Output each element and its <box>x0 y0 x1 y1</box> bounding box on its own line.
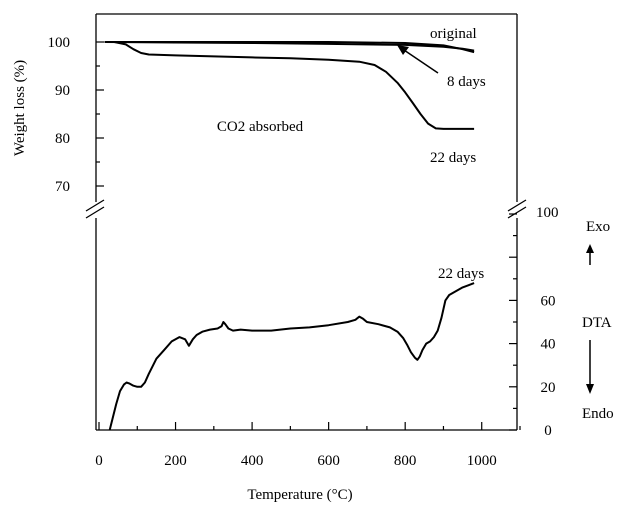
tga-y-tick-label: 70 <box>55 179 70 195</box>
dta-y-tick-label: 0 <box>544 423 552 439</box>
x-tick-label: 200 <box>164 453 187 469</box>
annotation-original: original <box>430 26 477 42</box>
axis-break-right-2 <box>507 206 527 219</box>
x-tick-label: 1000 <box>467 453 497 469</box>
tga-series-8-days <box>104 41 475 52</box>
tga-y-tick-label: 90 <box>55 83 70 99</box>
right-tick-100: 100 <box>536 205 559 221</box>
dta-y-tick-label: 20 <box>541 380 556 396</box>
annotation-22-days-dta: 22 days <box>438 266 484 282</box>
tga-series-22-days <box>104 41 475 130</box>
data-curves <box>104 41 475 431</box>
annotation-8-days: 8 days <box>447 74 486 90</box>
label-dta: DTA <box>582 315 612 331</box>
x-tick-label: 0 <box>95 453 103 469</box>
x-tick-label: 800 <box>394 453 417 469</box>
ylabel-weight-loss: Weight loss (%) <box>12 60 28 156</box>
ticks <box>96 41 521 431</box>
x-tick-label: 400 <box>241 453 264 469</box>
x-tick-label: 600 <box>317 453 340 469</box>
annotation-co2-absorbed: CO2 absorbed <box>217 119 304 135</box>
dta-y-tick-label: 40 <box>541 337 556 353</box>
axes <box>85 13 527 431</box>
dta-series-22-days <box>108 282 475 431</box>
tga-y-tick-label: 100 <box>48 35 71 51</box>
dta-y-tick-label: 60 <box>541 293 556 309</box>
annotation-22-days-tga: 22 days <box>430 150 476 166</box>
xlabel-temperature: Temperature (°C) <box>247 487 352 503</box>
axis-break-left-2 <box>85 206 105 219</box>
label-exo: Exo <box>586 219 610 235</box>
arrow-down-endo <box>586 340 594 394</box>
tga-y-tick-label: 80 <box>55 131 70 147</box>
arrow-8-days <box>397 45 439 74</box>
axis-break-right-1 <box>507 199 527 212</box>
axis-break-left-1 <box>85 199 105 212</box>
arrow-up-exo <box>586 244 594 265</box>
label-endo: Endo <box>582 406 614 422</box>
